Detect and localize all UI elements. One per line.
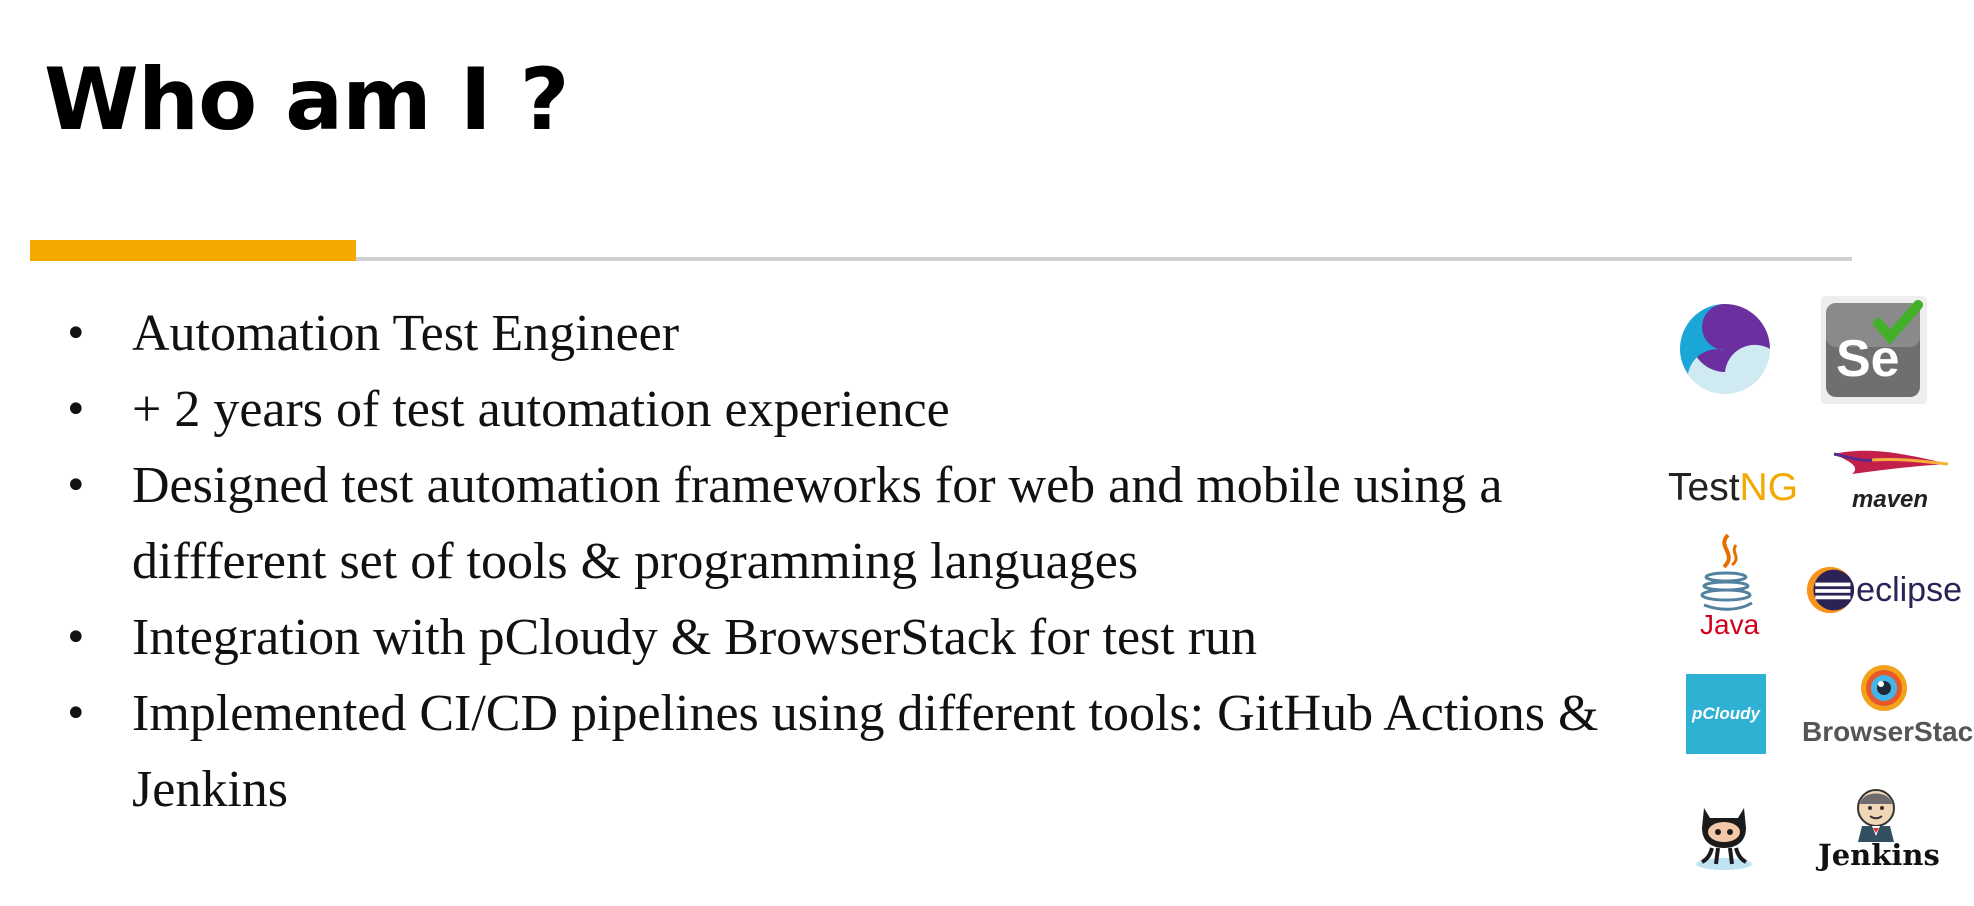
bullet-item: Designed test automation frameworks for … [62, 448, 1652, 600]
testng-logo-text: Test [1668, 466, 1740, 509]
eclipse-logo: eclipse [1806, 560, 1962, 620]
selenium-logo-icon: Se [1820, 295, 1928, 405]
maven-logo-text: maven [1852, 486, 1929, 513]
bullet-item: + 2 years of test automation experience [62, 372, 1652, 448]
github-octocat-icon [1682, 790, 1766, 874]
jenkins-logo: Jenkins [1812, 786, 1942, 882]
bullet-list: Automation Test Engineer + 2 years of te… [62, 296, 1652, 828]
maven-logo: maven [1832, 442, 1952, 518]
maven-feather-icon [1833, 450, 1949, 474]
testng-logo-text-ng: NG [1739, 466, 1799, 509]
appium-logo-icon [1678, 302, 1772, 396]
java-logo-text: Java [1700, 609, 1760, 640]
java-logo: Java [1686, 533, 1766, 643]
bullet-item: Automation Test Engineer [62, 296, 1652, 372]
selenium-logo-text: Se [1836, 330, 1900, 388]
java-cup-icon [1700, 533, 1753, 611]
bullet-item: Integration with pCloudy & BrowserStack … [62, 600, 1652, 676]
pcloudy-logo-icon: pCloudy [1686, 674, 1766, 754]
jenkins-butler-icon [1857, 789, 1895, 842]
bullet-item: Implemented CI/CD pipelines using differ… [62, 676, 1652, 828]
title-accent-bar [30, 240, 356, 261]
testng-logo: Test NG [1668, 460, 1806, 516]
jenkins-logo-text: Jenkins [1818, 838, 1940, 872]
eclipse-logo-text: eclipse [1856, 570, 1962, 609]
slide-title: Who am I ? [44, 50, 570, 150]
title-divider [30, 257, 1852, 261]
eclipse-logo-icon [1806, 566, 1855, 614]
pcloudy-logo-text: pCloudy [1692, 704, 1760, 723]
browserstack-logo-text: BrowserStack [1802, 716, 1974, 747]
browserstack-eye-icon [1861, 665, 1907, 711]
browserstack-logo: BrowserStack [1800, 664, 1974, 756]
